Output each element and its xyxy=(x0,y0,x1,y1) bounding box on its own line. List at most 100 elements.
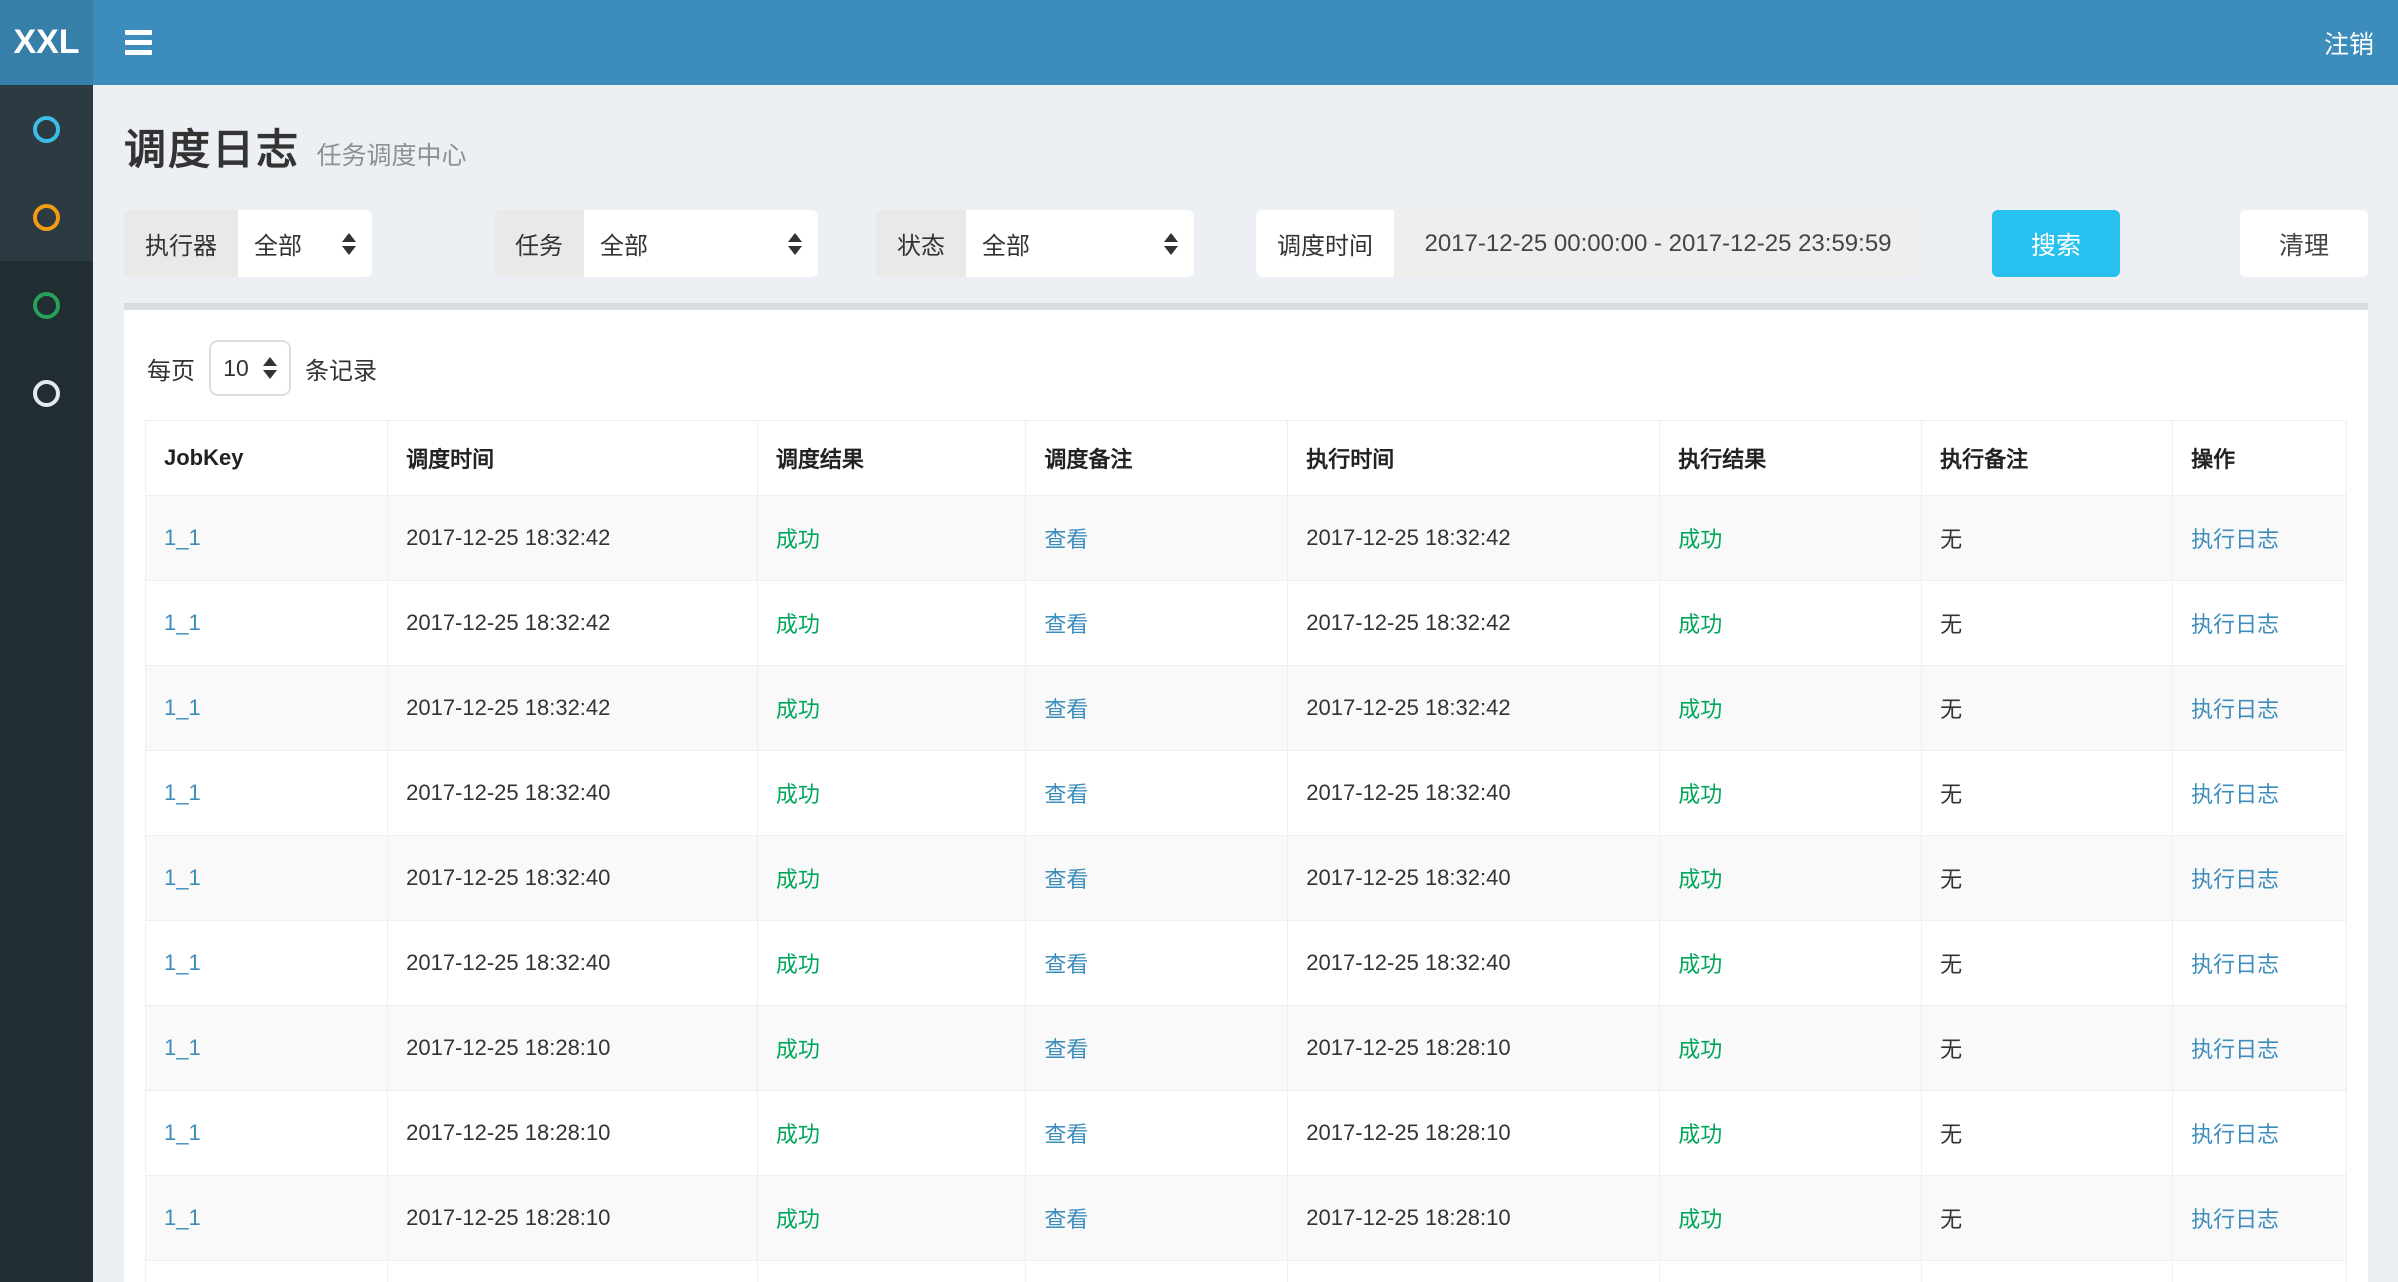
handle-msg: 无 xyxy=(1940,952,1963,977)
trigger-result: 成功 xyxy=(775,1207,820,1232)
app-logo[interactable]: XXL xyxy=(0,0,93,85)
status-filter-group: 状态 全部 xyxy=(876,210,1194,277)
search-button[interactable]: 搜索 xyxy=(1992,210,2120,277)
table-row: 1_1 2017-12-25 18:28:10 成功 查看 2017-12-25 18:… xyxy=(144,1175,2347,1261)
hamburger-icon xyxy=(125,30,152,35)
sidebar xyxy=(0,85,93,1282)
circle-outline-icon xyxy=(33,291,60,319)
handle-time: 2017-12-25 18:32:42 xyxy=(1306,610,1511,635)
handle-time: 2017-12-25 18:28:10 xyxy=(1306,1205,1511,1230)
table-row: 1_1 2017-12-25 18:32:42 成功 查看 2017-12-25 18:… xyxy=(144,495,2347,581)
handle-time: 2017-12-25 18:32:42 xyxy=(1306,695,1511,720)
table-row: 1_1 2017-12-25 18:32:42 成功 查看 2017-12-25 18:… xyxy=(144,580,2347,666)
job-select[interactable]: 全部 xyxy=(584,210,818,277)
trigger-time: 2017-12-25 18:28:10 xyxy=(406,1205,611,1230)
job-key-link[interactable]: 1_1 xyxy=(164,1205,201,1230)
handle-result: 成功 xyxy=(1678,952,1723,977)
table-row: 1_1 2017-12-25 18:32:40 成功 查看 2017-12-25 18:… xyxy=(144,920,2347,1006)
execute-log-link[interactable]: 执行日志 xyxy=(2191,1207,2280,1232)
trigger-msg-view-link[interactable]: 查看 xyxy=(1044,612,1089,637)
handle-result: 成功 xyxy=(1678,1207,1723,1232)
job-key-link[interactable]: 1_1 xyxy=(164,780,201,805)
job-key-link[interactable]: 1_1 xyxy=(164,865,201,890)
job-select-value: 全部 xyxy=(600,233,648,260)
executor-select[interactable]: 全部 xyxy=(238,210,372,277)
trigger-msg-view-link[interactable]: 查看 xyxy=(1044,697,1089,722)
page-size-select[interactable]: 10 xyxy=(209,340,291,396)
handle-result: 成功 xyxy=(1678,867,1723,892)
trigger-time: 2017-12-25 18:32:40 xyxy=(406,950,611,975)
handle-msg: 无 xyxy=(1940,1037,1963,1062)
clear-logs-button[interactable]: 清理 xyxy=(2240,210,2368,277)
circle-outline-icon xyxy=(33,115,60,143)
column-header-handle-msg: 执行备注 xyxy=(1921,420,2174,496)
handle-time: 2017-12-25 18:32:40 xyxy=(1306,950,1511,975)
trigger-msg-view-link[interactable]: 查看 xyxy=(1044,952,1089,977)
handle-result: 成功 xyxy=(1678,697,1723,722)
trigger-msg-view-link[interactable]: 查看 xyxy=(1044,527,1089,552)
trigger-time: 2017-12-25 18:32:42 xyxy=(406,525,611,550)
execute-log-link[interactable]: 执行日志 xyxy=(2191,1122,2280,1147)
table-row: 1_1 2017-12-25 18:32:42 成功 查看 2017-12-25 18:… xyxy=(144,665,2347,751)
dispatch-log-table: JobKey 调度时间 调度结果 调度备注 执行时间 执行结果 执行备注 操作 … xyxy=(144,420,2347,1282)
handle-msg: 无 xyxy=(1940,782,1963,807)
job-key-link[interactable]: 1_1 xyxy=(164,1120,201,1145)
status-select[interactable]: 全部 xyxy=(966,210,1194,277)
sidebar-toggle-button[interactable] xyxy=(125,30,152,55)
execute-log-link[interactable]: 执行日志 xyxy=(2191,612,2280,637)
job-key-link[interactable]: 1_1 xyxy=(164,525,201,550)
trigger-time: 2017-12-25 18:32:42 xyxy=(406,695,611,720)
sidebar-item-1[interactable] xyxy=(0,85,93,173)
logout-link[interactable]: 注销 xyxy=(2323,30,2374,59)
sidebar-item-2[interactable] xyxy=(0,173,93,261)
circle-outline-icon xyxy=(33,379,60,407)
trigger-result: 成功 xyxy=(775,782,820,807)
job-key-link[interactable]: 1_1 xyxy=(164,610,201,635)
trigger-msg-view-link[interactable]: 查看 xyxy=(1044,782,1089,807)
job-key-link[interactable]: 1_1 xyxy=(164,695,201,720)
execute-log-link[interactable]: 执行日志 xyxy=(2191,697,2280,722)
trigger-result: 成功 xyxy=(775,867,820,892)
handle-time: 2017-12-25 18:28:10 xyxy=(1306,1120,1511,1145)
sidebar-item-4[interactable] xyxy=(0,349,93,437)
trigger-time: 2017-12-25 18:28:10 xyxy=(406,1120,611,1145)
handle-result: 成功 xyxy=(1678,1122,1723,1147)
table-header-row: JobKey 调度时间 调度结果 调度备注 执行时间 执行结果 执行备注 操作 xyxy=(144,420,2347,496)
filter-toolbar: 执行器 全部 任务 全部 状态 全部 xyxy=(124,210,2368,277)
execute-log-link[interactable]: 执行日志 xyxy=(2191,782,2280,807)
handle-result: 成功 xyxy=(1678,612,1723,637)
trigger-result: 成功 xyxy=(775,697,820,722)
execute-log-link[interactable]: 执行日志 xyxy=(2191,867,2280,892)
sidebar-item-3[interactable] xyxy=(0,261,93,349)
trigger-result: 成功 xyxy=(775,952,820,977)
job-key-link[interactable]: 1_1 xyxy=(164,950,201,975)
execute-log-link[interactable]: 执行日志 xyxy=(2191,1037,2280,1062)
page-header: 调度日志 任务调度中心 xyxy=(124,116,2368,177)
execute-log-link[interactable]: 执行日志 xyxy=(2191,527,2280,552)
trigger-result: 成功 xyxy=(775,1037,820,1062)
handle-time: 2017-12-25 18:32:40 xyxy=(1306,780,1511,805)
execute-log-link[interactable]: 执行日志 xyxy=(2191,952,2280,977)
trigger-msg-view-link[interactable]: 查看 xyxy=(1044,1037,1089,1062)
trigger-msg-view-link[interactable]: 查看 xyxy=(1044,867,1089,892)
job-key-link[interactable]: 1_1 xyxy=(164,1035,201,1060)
trigger-msg-view-link[interactable]: 查看 xyxy=(1044,1122,1089,1147)
job-filter-label: 任务 xyxy=(494,210,584,277)
status-filter-label: 状态 xyxy=(876,210,966,277)
column-header-handle-time: 执行时间 xyxy=(1287,420,1661,496)
handle-result: 成功 xyxy=(1678,782,1723,807)
trigger-time-range-input[interactable] xyxy=(1394,210,1922,277)
table-row: 1_1 2017-12-25 18:28:10 成功 查看 2017-12-25 18:… xyxy=(144,1090,2347,1176)
column-header-trigger-msg: 调度备注 xyxy=(1025,420,1289,496)
circle-outline-icon xyxy=(33,203,60,231)
handle-msg: 无 xyxy=(1940,867,1963,892)
trigger-time-filter-group: 调度时间 xyxy=(1256,210,1922,277)
handle-msg: 无 xyxy=(1940,527,1963,552)
trigger-result: 成功 xyxy=(775,1122,820,1147)
handle-msg: 无 xyxy=(1940,1122,1963,1147)
executor-filter-group: 执行器 全部 xyxy=(124,210,372,277)
table-row: 1_1 2017-12-25 18:32:40 成功 查看 2017-12-25 18:… xyxy=(144,750,2347,836)
trigger-msg-view-link[interactable]: 查看 xyxy=(1044,1207,1089,1232)
content-panel: 每页 10 条记录 JobKey 调度时间 调度结果 调度备 xyxy=(124,303,2368,1282)
trigger-time: 2017-12-25 18:32:40 xyxy=(406,780,611,805)
